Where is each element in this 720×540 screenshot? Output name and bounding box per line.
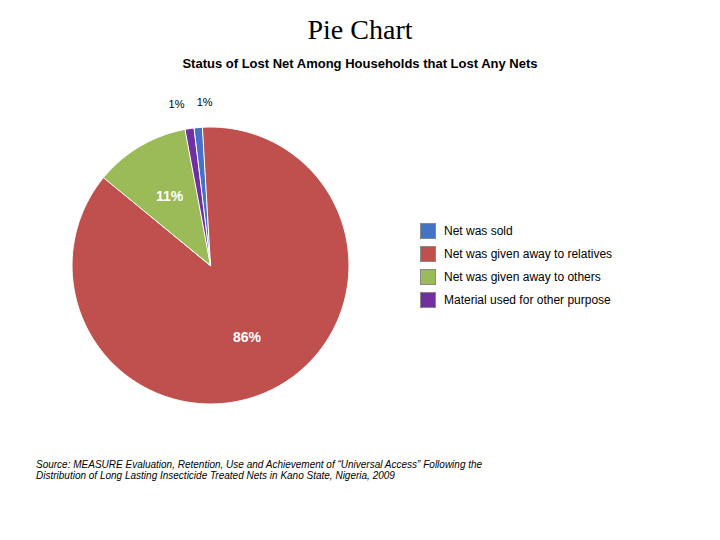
svg-text:1%: 1%: [197, 96, 213, 108]
html-text:Pie Chart: Pie Chart: [307, 14, 413, 45]
html-text:Net was given away to relative: Net was given away to relatives: [444, 246, 613, 261]
html-text:Source: MEASURE Evaluation, Re: Source: MEASURE Evaluation, Retention, U…: [36, 459, 483, 481]
html-text:Net was given away to others: Net was given away to others: [444, 269, 601, 284]
svg-text:1%: 1%: [169, 98, 185, 110]
html-text:Net was sold: Net was sold: [444, 223, 513, 238]
svg-text:86%: 86%: [233, 329, 262, 345]
svg-text:11%: 11%: [156, 188, 184, 204]
html-text:Material used for other purpos: Material used for other purpose: [444, 292, 611, 307]
html-text:Status of Lost Net Among House: Status of Lost Net Among Households that…: [182, 56, 538, 71]
